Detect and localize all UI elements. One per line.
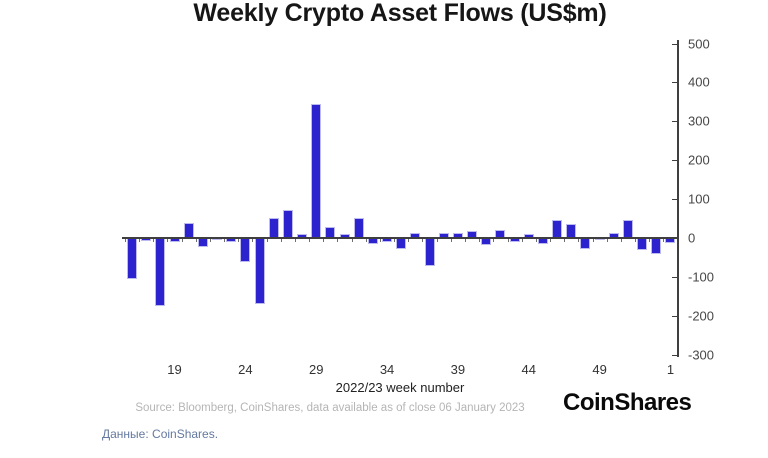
x-minor-tick [379,239,381,242]
x-minor-tick [521,239,523,242]
x-minor-tick [450,239,452,242]
y-tick [672,315,678,317]
x-minor-tick [294,239,296,242]
y-tick [672,121,678,123]
x-tick-label: 24 [238,362,253,377]
x-minor-tick [195,239,197,242]
chart-title: Weekly Crypto Asset Flows (US$m) [193,0,607,27]
bar [268,217,279,238]
y-tick [672,82,678,84]
y-tick [672,276,678,278]
x-minor-tick [252,239,254,242]
x-minor-tick [365,239,367,242]
y-tick [672,160,678,162]
y-tick-label: 200 [688,152,710,168]
y-tick-label: -200 [688,308,715,324]
x-minor-tick [408,239,410,242]
y-tick [672,354,678,356]
x-minor-tick [167,239,169,242]
x-minor-tick [323,239,325,242]
bar [580,238,591,249]
bar [254,238,265,305]
x-minor-tick [620,239,622,242]
x-minor-tick [351,239,353,242]
bar [353,217,364,238]
x-minor-tick [124,239,126,242]
x-tick-label: 44 [521,362,536,377]
bar [127,238,137,279]
x-minor-tick [606,239,608,242]
x-minor-tick [394,239,396,242]
bar [424,238,435,267]
bar [552,220,563,238]
x-minor-tick [464,239,466,242]
y-tick-label: 100 [688,191,710,207]
x-minor-tick [550,239,551,242]
bar [622,220,633,238]
bar [651,238,662,254]
x-minor-tick [663,239,665,242]
y-tick-label: 300 [688,113,710,129]
y-tick [672,238,678,239]
x-minor-tick [507,239,509,242]
x-tick-label: 39 [450,362,466,377]
x-minor-tick [564,239,566,242]
y-tick-label: 500 [688,36,710,51]
bar [396,238,407,249]
x-axis-title: 2022/23 week number [335,380,465,395]
x-tick-label: 49 [592,362,607,377]
y-axis-line [677,40,679,357]
x-minor-tick [153,239,155,242]
x-minor-tick [635,239,637,242]
x-minor-tick [436,239,438,242]
bar [282,209,293,238]
data-caption: Данные: CoinShares. [102,427,219,441]
x-minor-tick [535,239,537,242]
bar [240,238,251,263]
x-tick-label: 1 [666,362,675,377]
x-minor-tick [224,239,226,242]
x-minor-tick [280,239,282,242]
y-tick-label: -100 [688,269,715,285]
x-minor-tick [493,239,495,242]
bar [155,238,166,307]
x-minor-tick [139,239,141,242]
x-minor-tick [592,239,594,242]
bar [183,223,194,238]
x-axis-line [122,237,679,239]
x-minor-tick [649,239,651,242]
x-minor-tick [479,239,481,242]
bar [566,224,577,238]
x-minor-tick [422,239,424,242]
brand-logo: CoinShares [563,389,692,416]
y-tick-label: 400 [688,74,710,90]
source-note: Source: Bloomberg, CoinShares, data avai… [135,402,525,414]
x-minor-tick [266,239,268,242]
x-minor-tick [181,239,183,242]
x-minor-tick [309,239,311,242]
x-minor-tick [337,239,339,242]
x-minor-tick [578,239,580,242]
y-tick [672,199,678,201]
bar [637,238,648,250]
x-minor-tick [238,239,240,242]
x-tick-label: 19 [167,362,182,377]
x-tick-label: 29 [308,362,324,377]
y-tick [672,43,678,45]
bar [197,238,208,247]
x-tick-label: 34 [379,362,395,377]
bar [311,103,322,238]
x-minor-tick [209,239,211,242]
y-tick-label: -300 [688,347,715,363]
y-tick-label: 0 [688,230,696,246]
